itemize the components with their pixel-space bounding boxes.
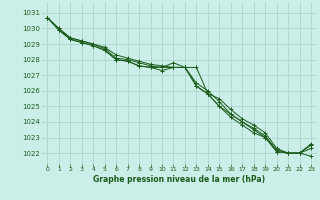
X-axis label: Graphe pression niveau de la mer (hPa): Graphe pression niveau de la mer (hPa) <box>93 175 265 184</box>
